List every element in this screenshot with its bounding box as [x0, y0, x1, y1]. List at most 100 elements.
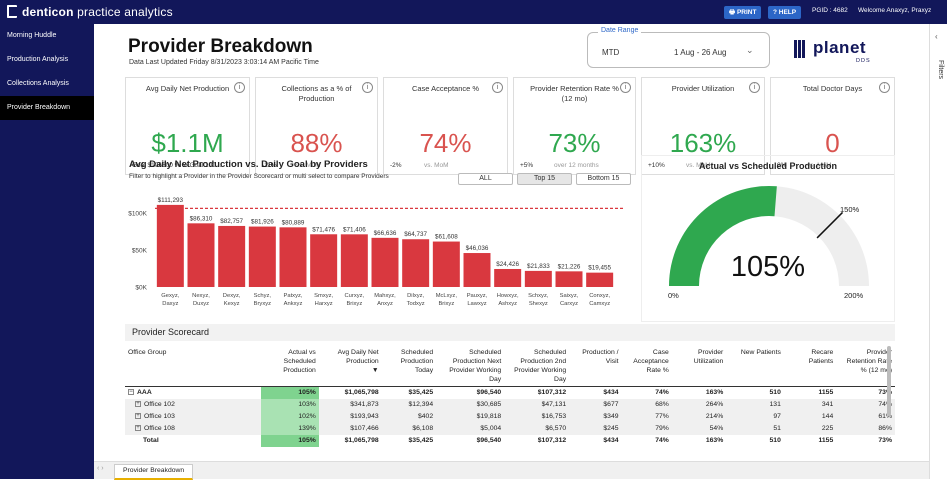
table-cell: 105%	[261, 435, 319, 447]
chevron-left-icon[interactable]: ‹	[935, 32, 938, 41]
column-header[interactable]: Actual vs Scheduled Production	[261, 346, 319, 387]
info-icon[interactable]: i	[879, 82, 890, 93]
bar-value-label: $19,455	[588, 265, 611, 272]
kpi-card-case-acceptance[interactable]: Case Acceptance % i 74% -2% vs. MoM	[383, 77, 508, 175]
info-icon[interactable]: i	[749, 82, 760, 93]
table-cell: 54%	[671, 423, 727, 435]
bar[interactable]	[248, 226, 276, 287]
table-cell: 163%	[705, 437, 724, 444]
column-header[interactable]: Production / Visit	[569, 346, 622, 387]
info-icon[interactable]: i	[362, 82, 373, 93]
tab-nav-arrows-icon[interactable]: ‹ ›	[97, 465, 104, 472]
table-cell: $19,818	[436, 411, 505, 423]
x-tick-label: Curxyz,	[345, 293, 365, 299]
info-icon[interactable]: i	[234, 82, 245, 93]
table-cell: $6,108	[381, 423, 437, 435]
bar[interactable]	[432, 241, 460, 287]
column-header[interactable]: Office Group	[125, 346, 262, 387]
gauge-max-label: 200%	[844, 291, 864, 300]
x-tick-label: Lawxyz	[467, 301, 486, 307]
gauge-target-marker	[816, 211, 844, 239]
kpi-value: 0	[825, 128, 840, 158]
column-header[interactable]: New Patients	[726, 346, 784, 387]
expand-icon[interactable]: +	[135, 413, 141, 420]
sidebar-item-production-analysis[interactable]: Production Analysis	[7, 56, 69, 63]
table-row[interactable]: + Office 108 139% $107,466 $6,108 $5,004 $6,57…	[125, 423, 895, 435]
sidebar-item-collections-analysis[interactable]: Collections Analysis	[7, 80, 69, 87]
x-tick-label: Schyz,	[254, 293, 272, 299]
table-cell: $35,425	[408, 437, 434, 444]
table-row[interactable]: Total 105% $1,065,798 $35,425 $96,540 $107,31…	[125, 435, 895, 447]
bar[interactable]	[340, 234, 368, 287]
table-cell: 73%	[878, 389, 892, 396]
table-cell: 77%	[621, 411, 672, 423]
x-tick-label: Brixyz	[438, 301, 454, 307]
kpi-card-collections-pct[interactable]: Collections as a % of Production i 88% -…	[255, 77, 378, 175]
x-tick-label: Shexyz	[529, 301, 548, 307]
sidebar-item-provider-breakdown[interactable]: Provider Breakdown	[0, 96, 94, 120]
top-bar: denticon practice analytics 🖶 PRINT ? HE…	[0, 0, 947, 24]
column-header[interactable]: Provider Utilization	[671, 346, 727, 387]
sort-desc-icon[interactable]: ▼	[371, 367, 379, 374]
bar[interactable]	[187, 223, 215, 287]
help-button[interactable]: ? HELP	[768, 6, 802, 19]
info-icon[interactable]: i	[620, 82, 631, 93]
collapse-icon[interactable]: −	[128, 389, 134, 396]
kpi-card-total-doctor-days[interactable]: Total Doctor Days i 0 0% vs. MoM	[770, 77, 895, 175]
bar[interactable]	[463, 253, 491, 287]
column-header[interactable]: Recare Patients	[783, 346, 837, 387]
column-header[interactable]: Scheduled Production Today	[381, 346, 437, 387]
date-range-selector[interactable]: Date Range MTD 1 Aug - 26 Aug ⌄	[587, 27, 770, 68]
tab-provider-breakdown[interactable]: Provider Breakdown	[114, 464, 194, 480]
table-vertical-scrollbar[interactable]	[887, 346, 891, 416]
bar[interactable]	[218, 225, 246, 287]
bar[interactable]	[371, 237, 399, 287]
kpi-delta: -11%	[262, 162, 277, 169]
welcome-text: Welcome Anaxyz, Praxyz	[858, 7, 932, 14]
kpi-card-provider-retention[interactable]: Provider Retention Rate % (12 mo) i 73% …	[513, 77, 636, 175]
app-brand: denticon practice analytics	[22, 5, 173, 19]
office-group-cell: Total	[143, 437, 159, 444]
expand-icon[interactable]: +	[135, 401, 141, 408]
gauge-panel: Actual vs Scheduled Production 105% 0% 2…	[641, 155, 895, 322]
table-row[interactable]: + Office 102 103% $341,873 $12,394 $30,685 $47…	[125, 399, 895, 411]
kpi-delta-label: vs. MoM	[296, 162, 321, 169]
filter-bottom-15-button[interactable]: Bottom 15	[576, 173, 631, 185]
bar[interactable]	[555, 271, 583, 287]
kpi-card-provider-utilization[interactable]: Provider Utilization i 163% +10% vs. MoM	[641, 77, 765, 175]
bar[interactable]	[402, 239, 430, 287]
denticon-logo-icon	[7, 5, 17, 18]
table-cell: $1,065,798	[344, 437, 379, 444]
kpi-card-avg-daily-net-production[interactable]: Avg Daily Net Production i $1.1M Goal $1…	[125, 77, 250, 175]
info-icon[interactable]: i	[492, 82, 503, 93]
filter-top-15-button[interactable]: Top 15	[517, 173, 572, 185]
filters-label[interactable]: Filters	[937, 60, 944, 80]
bar[interactable]	[279, 227, 307, 287]
bar[interactable]	[494, 268, 522, 287]
column-header[interactable]: Scheduled Production Next Provider Worki…	[436, 346, 505, 387]
table-header-row: Office Group Actual vs Scheduled Product…	[125, 346, 895, 387]
bar[interactable]	[310, 234, 338, 287]
table-cell: 144	[783, 411, 837, 423]
provider-scorecard-table: Office Group Actual vs Scheduled Product…	[125, 346, 895, 447]
expand-icon[interactable]: +	[135, 425, 141, 432]
filters-pane[interactable]: ‹ Filters	[929, 24, 947, 479]
chevron-down-icon[interactable]: ⌄	[746, 45, 754, 55]
table-row[interactable]: + Office 103 102% $193,943 $402 $19,818 $16,75…	[125, 411, 895, 423]
filter-all-button[interactable]: ALL	[458, 173, 513, 185]
bar[interactable]	[156, 204, 184, 287]
table-row[interactable]: − AAA 105% $1,065,798 $35,425 $96,540 $107,312…	[125, 386, 895, 399]
gauge-chart	[669, 186, 869, 286]
table-cell: $107,466	[318, 423, 382, 435]
bar[interactable]	[524, 270, 552, 287]
column-header[interactable]: Avg Daily Net Production ▼	[318, 346, 382, 387]
column-header[interactable]: Provider Retention Rate % (12 mo)	[836, 346, 895, 387]
sidebar-item-morning-huddle[interactable]: Morning Huddle	[7, 32, 57, 39]
kpi-value: 74%	[419, 128, 472, 158]
column-header[interactable]: Case Acceptance Rate %	[621, 346, 672, 387]
column-header[interactable]: Scheduled Production 2nd Provider Workin…	[504, 346, 570, 387]
table-cell: $434	[603, 389, 619, 396]
x-tick-label: Carxyz	[560, 301, 578, 307]
print-button[interactable]: 🖶 PRINT	[724, 6, 762, 19]
bar[interactable]	[586, 272, 614, 287]
